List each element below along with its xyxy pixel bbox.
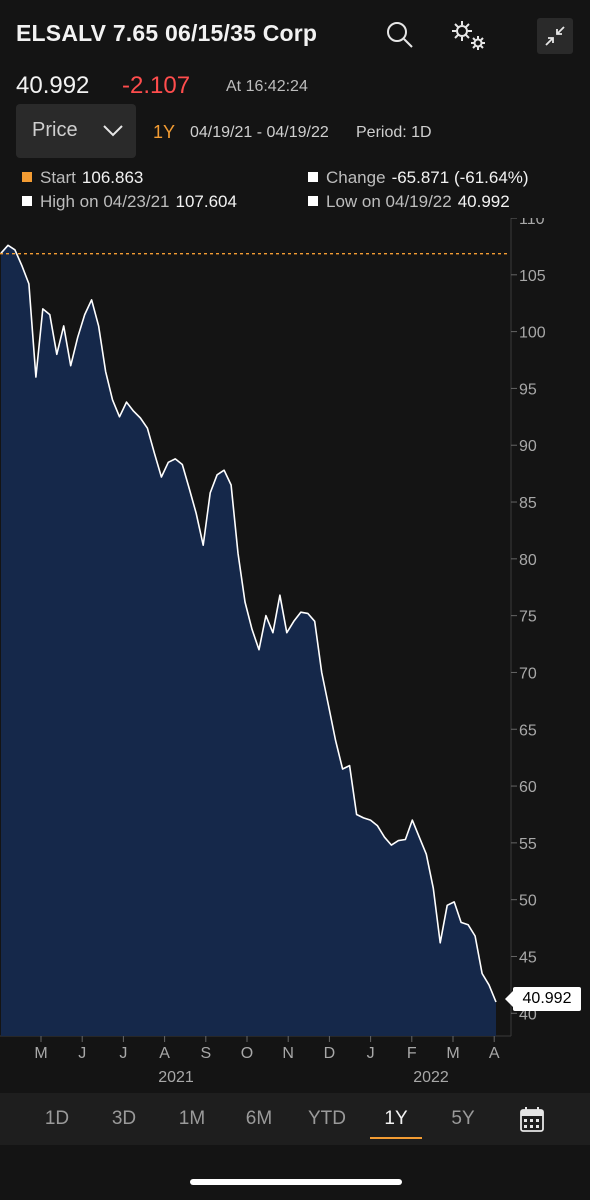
y-tick-label: 100 bbox=[519, 325, 546, 342]
stat-high: High on 04/23/21 107.604 bbox=[22, 192, 237, 212]
tab-1y[interactable]: 1Y bbox=[366, 1093, 426, 1145]
tab-1d[interactable]: 1D bbox=[44, 1108, 70, 1129]
start-swatch bbox=[22, 172, 32, 182]
stat-high-label: High on 04/23/21 bbox=[40, 192, 170, 211]
price-area bbox=[1, 245, 496, 1037]
low-swatch bbox=[308, 196, 318, 206]
x-tick-label: M bbox=[34, 1045, 47, 1062]
x-tick-label: O bbox=[241, 1045, 253, 1062]
price-change: -2.107 bbox=[122, 72, 191, 99]
quote-row: 40.992 -2.107 At 16:42:24 bbox=[16, 72, 576, 104]
stat-start-label: Start bbox=[40, 168, 76, 187]
security-title: ELSALV 7.65 06/15/35 Corp bbox=[16, 20, 318, 46]
y-tick-label: 105 bbox=[519, 268, 546, 285]
y-tick-label: 75 bbox=[519, 609, 537, 626]
y-tick-label: 60 bbox=[519, 779, 537, 796]
x-tick-label: J bbox=[119, 1045, 127, 1062]
price-dropdown[interactable]: Price bbox=[16, 104, 136, 158]
tab-ytd[interactable]: YTD bbox=[308, 1108, 346, 1129]
tab-1m[interactable]: 1M bbox=[178, 1108, 206, 1129]
y-tick-label: 70 bbox=[519, 665, 537, 682]
price-line bbox=[0, 244, 497, 1003]
stat-low-label: Low on 04/19/22 bbox=[326, 192, 452, 211]
year-label: 2021 bbox=[158, 1069, 194, 1086]
last-price: 40.992 bbox=[16, 72, 90, 99]
y-tick-label: 45 bbox=[519, 949, 537, 966]
quote-time: At 16:42:24 bbox=[226, 78, 308, 95]
y-tick-label: 110 bbox=[519, 218, 545, 228]
high-swatch bbox=[22, 196, 32, 206]
y-tick-label: 65 bbox=[519, 722, 537, 739]
change-swatch bbox=[308, 172, 318, 182]
price-dropdown-label: Price bbox=[32, 119, 78, 141]
stat-change-value: -65.871 (-61.64%) bbox=[391, 168, 529, 187]
stat-change-label: Change bbox=[326, 168, 386, 187]
tab-3d[interactable]: 3D bbox=[111, 1108, 137, 1129]
x-tick-label: N bbox=[282, 1045, 294, 1062]
stat-low: Low on 04/19/22 40.992 bbox=[308, 192, 510, 212]
x-tick-label: A bbox=[159, 1045, 170, 1062]
x-tick-label: J bbox=[367, 1045, 375, 1062]
stat-start: Start 106.863 bbox=[22, 168, 143, 188]
stat-high-value: 107.604 bbox=[175, 192, 237, 211]
stat-start-value: 106.863 bbox=[81, 168, 144, 187]
period-selector[interactable]: Period: 1D bbox=[356, 124, 432, 141]
home-indicator bbox=[190, 1179, 402, 1185]
tab-5y[interactable]: 5Y bbox=[451, 1108, 475, 1129]
collapse-icon[interactable] bbox=[537, 18, 573, 54]
settings-icon[interactable] bbox=[450, 18, 490, 52]
x-tick-label: A bbox=[489, 1045, 500, 1062]
y-tick-label: 85 bbox=[519, 495, 537, 512]
date-range: 04/19/21 - 04/19/22 bbox=[190, 124, 329, 141]
range-selector[interactable]: 1Y bbox=[153, 122, 176, 142]
range-tabs: 1D 3D 1M 6M YTD 1Y 5Y bbox=[0, 1093, 590, 1145]
last-value-label: 40.992 bbox=[505, 987, 581, 1011]
x-tick-label: M bbox=[446, 1045, 459, 1062]
header-bar: ELSALV 7.65 06/15/35 Corp bbox=[0, 0, 590, 70]
search-icon[interactable] bbox=[383, 18, 417, 52]
calendar-icon[interactable] bbox=[502, 1093, 562, 1145]
chevron-down-icon bbox=[103, 125, 123, 137]
x-tick-label: D bbox=[324, 1045, 336, 1062]
y-tick-label: 55 bbox=[519, 836, 537, 853]
year-label: 2022 bbox=[413, 1069, 449, 1086]
y-tick-label: 80 bbox=[519, 552, 537, 569]
y-tick-label: 95 bbox=[519, 381, 537, 398]
x-tick-label: F bbox=[407, 1045, 417, 1062]
x-tick-label: J bbox=[78, 1045, 86, 1062]
y-tick-label: 50 bbox=[519, 893, 537, 910]
stat-change: Change -65.871 (-61.64%) bbox=[308, 168, 529, 188]
x-tick-label: S bbox=[200, 1045, 211, 1062]
stat-low-value: 40.992 bbox=[457, 192, 510, 211]
y-tick-label: 90 bbox=[519, 438, 537, 455]
tab-6m[interactable]: 6M bbox=[245, 1108, 273, 1129]
